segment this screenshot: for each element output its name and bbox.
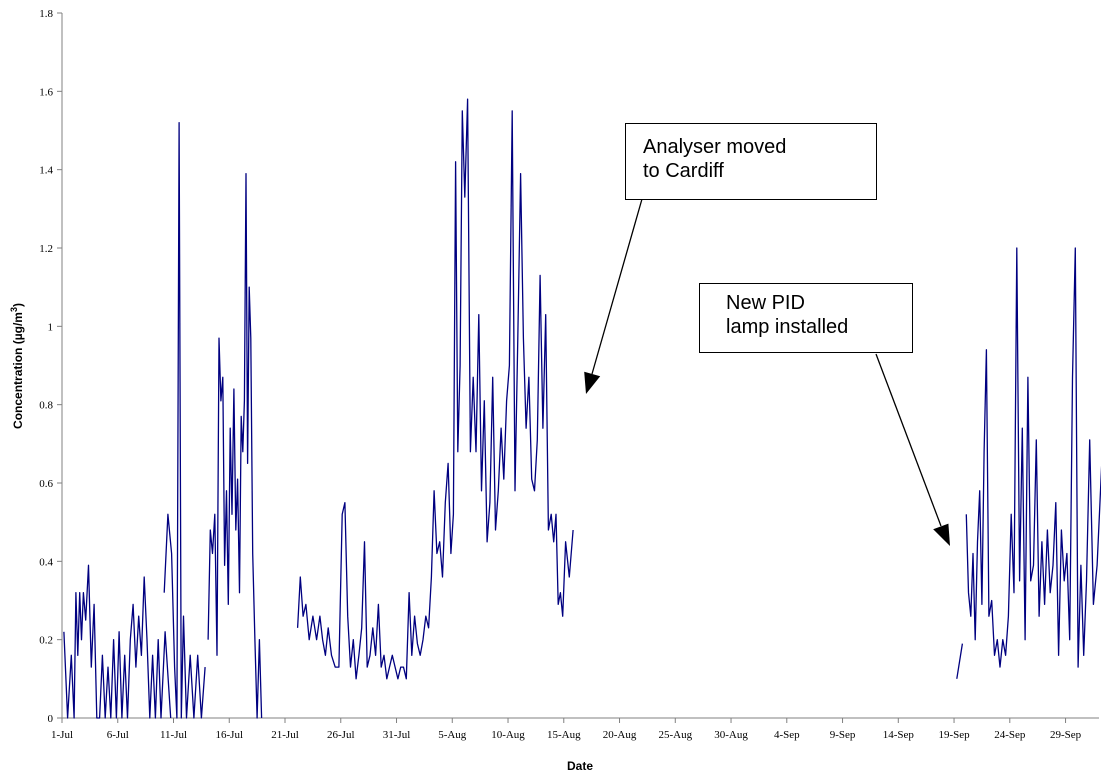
series-line-segment-4 (296, 98, 574, 680)
series-line-segment-5 (956, 643, 964, 679)
x-tick-label: 30-Aug (714, 729, 748, 741)
series-line-segment-2 (163, 122, 206, 719)
x-tick-label: 21-Jul (271, 729, 299, 741)
y-axis-title-main: Concentration (µg/m (11, 312, 25, 429)
x-tick-label: 15-Aug (547, 729, 581, 741)
y-tick-label: 1.2 (39, 243, 53, 255)
y-tick-label: 1.4 (39, 165, 53, 177)
annotation-pid-line-1: New PID (726, 292, 805, 314)
y-tick-label: 1.8 (39, 8, 53, 20)
annotation-analyser-moved: Analyser moved to Cardiff (625, 123, 877, 200)
annotation-arrowhead-pid (933, 523, 950, 546)
annotation-arrows (584, 198, 950, 546)
series-line-segment-6 (965, 247, 1101, 668)
x-tick-label: 6-Jul (107, 729, 129, 741)
x-tick-label: 4-Sep (774, 729, 800, 741)
x-tick-label: 26-Jul (327, 729, 355, 741)
x-tick-label: 29-Sep (1050, 729, 1082, 741)
y-tick-label: 1.6 (39, 86, 53, 98)
annotation-arrow-pid (875, 353, 942, 527)
x-tick-label: 20-Aug (603, 729, 637, 741)
x-tick-label: 9-Sep (830, 729, 856, 741)
annotation-analyser-line-2: to Cardiff (643, 160, 724, 182)
x-tick-label: 5-Aug (438, 729, 467, 741)
x-tick-label: 16-Jul (216, 729, 244, 741)
annotation-pid-line-2: lamp installed (726, 316, 849, 338)
series-layer (63, 98, 1101, 719)
y-axis-ticks: 0 0.2 0.4 0.6 0.8 1 1.2 1.4 1.6 1.8 (39, 8, 62, 725)
x-tick-label: 14-Sep (883, 729, 915, 741)
annotation-analyser-line-1: Analyser moved (643, 136, 787, 158)
y-tick-label: 0.4 (39, 556, 53, 568)
x-axis-title: Date (567, 759, 593, 773)
y-tick-label: 1 (48, 321, 54, 333)
y-axis-title-superscript: 3 (9, 307, 19, 312)
y-tick-label: 0.2 (39, 635, 53, 647)
x-tick-label: 19-Sep (938, 729, 970, 741)
y-tick-label: 0.6 (39, 478, 53, 490)
annotation-new-pid-lamp: New PID lamp installed (699, 283, 913, 353)
x-tick-label: 24-Sep (994, 729, 1026, 741)
annotation-arrow-cardiff (591, 198, 643, 375)
x-tick-label: 10-Aug (491, 729, 525, 741)
x-tick-label: 1-Jul (51, 729, 73, 741)
y-tick-label: 0.8 (39, 400, 53, 412)
series-line-segment-3 (207, 172, 263, 719)
y-tick-label: 0 (48, 713, 54, 725)
x-tick-label: 25-Aug (658, 729, 692, 741)
y-axis-title: Concentration (µg/m3) (9, 303, 25, 429)
series-line-segment-1 (63, 564, 172, 719)
y-axis-title-suffix: ) (11, 303, 25, 307)
annotation-arrowhead-cardiff (584, 371, 601, 394)
x-tick-label: 31-Jul (383, 729, 411, 741)
x-tick-label: 11-Jul (160, 729, 187, 741)
x-axis-ticks: 1-Jul 6-Jul 11-Jul 16-Jul 21-Jul 26-Jul 31-Jul… (51, 718, 1082, 741)
